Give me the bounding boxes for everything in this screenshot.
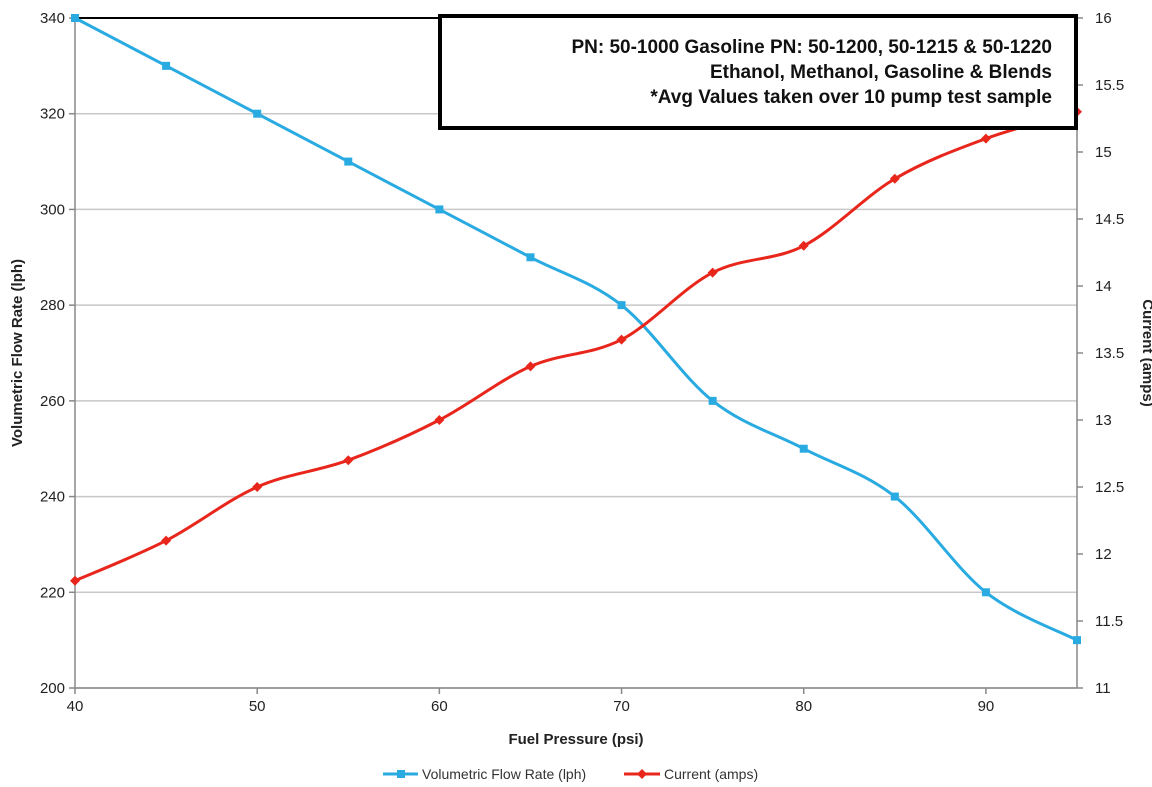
y-right-tick-label-8: 15 — [1095, 144, 1112, 161]
y-left-tick-label-4: 280 — [40, 297, 65, 314]
series-line-flow — [74, 16, 1078, 642]
annotation-box: PN: 50-1000 Gasoline PN: 50-1200, 50-121… — [438, 14, 1078, 130]
annotation-line-3: *Avg Values taken over 10 pump test samp… — [650, 87, 1052, 108]
tick-labels: 40 50 60 70 80 90 200 220 240 260 280 300 320 340 11 11… — [40, 10, 1124, 715]
point-current-10 — [980, 133, 991, 144]
legend-current-label: Current (amps) — [664, 766, 758, 782]
point-current-2 — [252, 482, 263, 492]
y-right-axis-title: Current (amps) — [1139, 299, 1152, 407]
point-flow-1 — [162, 61, 171, 70]
point-flow-5 — [526, 253, 535, 262]
x-tick-label-0: 40 — [67, 698, 84, 715]
series-layer — [70, 14, 1082, 645]
annotation-line-2: Ethanol, Methanol, Gasoline & Blends — [710, 62, 1052, 83]
y-left-tick-label-3: 260 — [40, 393, 65, 410]
point-current-1 — [161, 535, 172, 546]
x-tick-label-3: 70 — [613, 698, 630, 715]
grid-lines — [75, 17, 1077, 689]
legend-flow-swatch-marker — [397, 770, 405, 778]
point-flow-9 — [890, 492, 899, 501]
point-current-7 — [707, 267, 718, 278]
legend-flow-label: Volumetric Flow Rate (lph) — [422, 766, 586, 782]
series-line-current — [74, 110, 1078, 583]
y-left-tick-label-5: 300 — [40, 201, 65, 218]
point-flow-10 — [981, 588, 990, 597]
point-flow-11 — [1073, 636, 1081, 645]
point-current-0 — [70, 575, 80, 586]
y-right-tick-label-2: 12 — [1095, 546, 1112, 563]
point-flow-2 — [253, 109, 262, 118]
y-right-tick-label-9: 15.5 — [1095, 77, 1124, 94]
y-right-tick-label-0: 11 — [1095, 680, 1111, 697]
x-tick-label-2: 60 — [431, 698, 448, 715]
y-right-tick-label-4: 13 — [1095, 412, 1112, 429]
point-current-9 — [889, 173, 900, 184]
point-flow-7 — [708, 396, 717, 405]
y-left-tick-label-7: 340 — [40, 10, 65, 27]
point-current-8 — [798, 240, 809, 251]
annotation-border — [438, 14, 1078, 130]
y-left-tick-label-6: 320 — [40, 106, 65, 123]
x-tick-label-1: 50 — [249, 698, 266, 715]
y-right-tick-label-10: 16 — [1095, 10, 1112, 27]
point-flow-3 — [344, 157, 353, 166]
y-right-tick-label-3: 12.5 — [1095, 479, 1124, 496]
legend: Volumetric Flow Rate (lph) Current (amps… — [383, 766, 758, 782]
y-right-tick-label-5: 13.5 — [1095, 345, 1124, 362]
y-right-tick-label-1: 11.5 — [1095, 613, 1123, 630]
y-right-tick-label-7: 14.5 — [1095, 211, 1124, 228]
y-left-tick-label-2: 240 — [40, 489, 65, 506]
y-left-tick-label-0: 200 — [40, 680, 65, 697]
x-tick-label-4: 80 — [795, 698, 812, 715]
x-axis-title: Fuel Pressure (psi) — [508, 731, 643, 748]
annotation-line-1: PN: 50-1000 Gasoline PN: 50-1200, 50-121… — [571, 37, 1052, 58]
point-flow-8 — [799, 444, 808, 453]
y-left-axis-title: Volumetric Flow Rate (lph) — [9, 259, 26, 447]
point-flow-4 — [435, 205, 444, 214]
y-left-tick-label-1: 220 — [40, 584, 65, 601]
point-flow-0 — [71, 14, 79, 22]
point-current-5 — [525, 361, 536, 372]
point-current-4 — [434, 415, 445, 425]
point-current-6 — [616, 334, 627, 345]
point-flow-6 — [617, 301, 626, 310]
y-right-tick-label-6: 14 — [1095, 278, 1112, 295]
x-tick-label-5: 90 — [978, 698, 995, 715]
legend-current-swatch-marker — [637, 769, 647, 779]
point-current-3 — [343, 455, 354, 466]
